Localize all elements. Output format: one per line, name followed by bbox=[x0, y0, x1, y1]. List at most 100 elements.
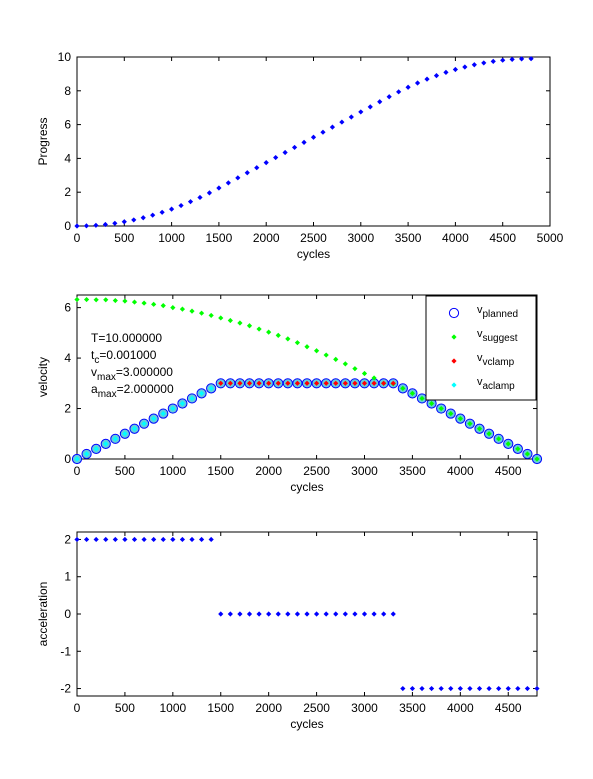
legend-marker bbox=[451, 358, 457, 364]
vclamp-point bbox=[285, 380, 291, 386]
suggest-point bbox=[505, 441, 511, 447]
x-tick-label: 5000 bbox=[537, 231, 564, 245]
progress-point bbox=[93, 222, 99, 228]
vclamp-point bbox=[237, 380, 243, 386]
suggest-point bbox=[428, 400, 435, 407]
vclamp-point bbox=[294, 380, 301, 386]
suggest-point bbox=[400, 385, 406, 391]
aclamp-point bbox=[179, 400, 186, 407]
aclamp-point bbox=[93, 446, 99, 452]
progress-point bbox=[528, 56, 534, 62]
x-tick-label: 500 bbox=[115, 464, 135, 478]
x-tick-label: 500 bbox=[114, 231, 134, 245]
suggest-point bbox=[534, 456, 540, 462]
plot-area bbox=[76, 56, 551, 227]
progress-point bbox=[74, 223, 80, 229]
legend-label: vvclamp bbox=[477, 352, 515, 368]
suggest-point bbox=[189, 308, 195, 314]
vclamp-point bbox=[304, 380, 310, 386]
acceleration-point bbox=[198, 536, 205, 543]
x-tick-label: 4000 bbox=[447, 464, 474, 478]
suggest-point bbox=[170, 305, 176, 311]
x-tick-label: 0 bbox=[74, 701, 81, 715]
suggest-point bbox=[438, 405, 444, 412]
annotation-line: T=10.000000 bbox=[91, 331, 162, 345]
progress-point bbox=[339, 119, 345, 125]
x-tick-label: 0 bbox=[74, 464, 81, 478]
suggest-point bbox=[361, 370, 368, 377]
acceleration-point bbox=[505, 685, 511, 692]
acceleration-point bbox=[83, 536, 90, 543]
x-tick-label: 3500 bbox=[395, 231, 422, 245]
vclamp-point bbox=[227, 380, 233, 386]
progress-point bbox=[462, 64, 468, 70]
suggest-point bbox=[246, 323, 253, 329]
progress-point bbox=[206, 190, 213, 196]
acceleration-point bbox=[428, 685, 435, 692]
y-tick-label: 4 bbox=[64, 151, 71, 165]
suggest-point bbox=[294, 340, 301, 346]
progress-point bbox=[329, 124, 336, 130]
suggest-point bbox=[74, 296, 80, 303]
y-tick-label: 6 bbox=[64, 301, 71, 315]
suggest-point bbox=[83, 296, 90, 303]
acceleration-point bbox=[74, 536, 80, 543]
y-tick-label: 4 bbox=[64, 351, 71, 365]
vclamp-point bbox=[333, 380, 339, 386]
acceleration-point bbox=[361, 611, 368, 617]
legend-marker bbox=[451, 382, 457, 388]
legend-label: vaclamp bbox=[477, 376, 515, 392]
acceleration-point bbox=[122, 536, 128, 543]
x-tick-label: 2000 bbox=[255, 701, 282, 715]
acceleration-point bbox=[323, 611, 329, 617]
x-tick-label: 3500 bbox=[399, 464, 426, 478]
aclamp-point bbox=[112, 436, 118, 442]
suggest-point bbox=[313, 348, 320, 354]
x-tick-label: 1000 bbox=[159, 701, 186, 715]
suggest-point bbox=[112, 297, 118, 304]
x-tick-label: 4000 bbox=[442, 231, 469, 245]
vclamp-point bbox=[323, 380, 329, 386]
aclamp-point bbox=[103, 441, 109, 447]
acceleration-point bbox=[515, 685, 521, 692]
progress-point bbox=[414, 80, 421, 86]
suggest-point bbox=[476, 426, 483, 432]
x-tick-label: 3000 bbox=[351, 464, 378, 478]
vclamp-point bbox=[313, 380, 320, 386]
acceleration-point bbox=[438, 685, 444, 692]
progress-point bbox=[121, 219, 127, 225]
suggest-point bbox=[352, 366, 358, 372]
y-tick-label: 2 bbox=[64, 532, 71, 546]
acceleration-point bbox=[409, 685, 416, 692]
aclamp-point bbox=[122, 431, 128, 437]
annotation-line: amax=2.000000 bbox=[91, 382, 174, 400]
x-tick-label: 4500 bbox=[495, 701, 522, 715]
vclamp-point bbox=[275, 380, 281, 386]
suggest-point bbox=[122, 298, 128, 304]
progress-point bbox=[273, 154, 279, 161]
annotation-line: vmax=3.000000 bbox=[91, 365, 173, 383]
suggest-point bbox=[371, 375, 377, 381]
progress-point bbox=[396, 89, 402, 95]
acceleration-point bbox=[390, 611, 396, 617]
progress-point bbox=[254, 165, 260, 171]
vclamp-point bbox=[352, 380, 358, 386]
acceleration-point bbox=[457, 685, 463, 692]
suggest-point bbox=[208, 312, 214, 319]
aclamp-point bbox=[151, 416, 157, 422]
suggest-point bbox=[467, 421, 473, 427]
acceleration-point bbox=[160, 536, 166, 543]
suggest-point bbox=[342, 361, 348, 367]
x-tick-label: 1500 bbox=[206, 231, 233, 245]
suggest-point bbox=[304, 344, 310, 350]
progress-point bbox=[140, 215, 146, 221]
suggest-point bbox=[237, 320, 243, 326]
suggest-point bbox=[103, 297, 109, 303]
progress-point bbox=[310, 134, 317, 140]
acceleration-point bbox=[208, 536, 214, 543]
y-tick-label: 2 bbox=[64, 402, 71, 416]
suggest-point bbox=[333, 356, 339, 362]
progress-point bbox=[83, 223, 90, 229]
acceleration-point bbox=[246, 611, 253, 617]
progress-point bbox=[433, 72, 440, 79]
